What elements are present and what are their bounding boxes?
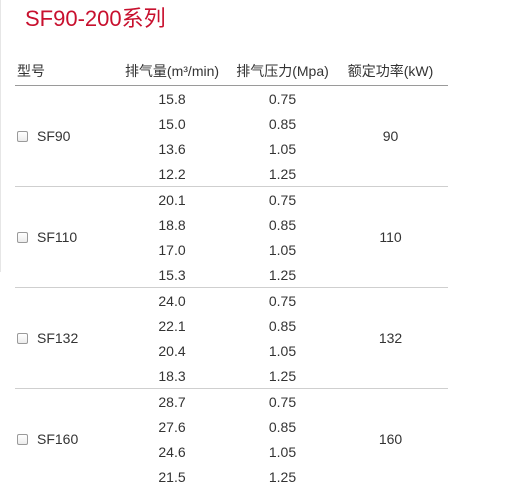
pressure-cell: 0.75 [232,186,333,212]
pressure-cell: 0.75 [232,85,333,111]
air-volume-cell: 28.7 [112,388,232,414]
spec-table: 型号 排气量(m³/min) 排气压力(Mpa) 额定功率(kW) SF90 15… [15,57,448,489]
air-volume-cell: 15.8 [112,85,232,111]
table-row: 27.6 0.85 [15,414,448,439]
model-checkbox[interactable] [17,131,28,142]
table-header-row: 型号 排气量(m³/min) 排气压力(Mpa) 额定功率(kW) [15,57,448,86]
spec-table-body: SF90 15.8 0.75 90 15.0 0.85 13.6 1.05 12.2 1.25 SF… [15,85,448,489]
model-label: SF160 [37,431,79,447]
pressure-cell: 0.75 [232,287,333,313]
table-row: 18.8 0.85 [15,212,448,237]
air-volume-cell: 20.1 [112,186,232,212]
table-row: SF110 20.1 0.75 110 [15,186,448,288]
air-volume-cell: 15.0 [158,115,186,132]
pressure-cell: 1.25 [268,165,297,182]
table-row: SF90 15.8 0.75 90 [15,85,448,187]
header-model: 型号 [15,57,112,86]
header-air-volume: 排气量(m³/min) [112,57,232,86]
pressure-cell: 0.85 [268,418,297,435]
table-row: 24.6 1.05 [15,439,448,464]
table-row: 17.0 1.05 [15,237,448,262]
pressure-cell: 0.85 [268,216,297,233]
table-row: 21.5 1.25 [15,464,448,489]
air-volume-cell: 20.4 [158,342,186,359]
table-row: SF160 28.7 0.75 160 [15,388,448,489]
model-label: SF110 [37,229,78,245]
table-row: 15.0 0.85 [15,111,448,136]
air-volume-cell: 12.2 [158,165,186,182]
left-divider [0,0,1,272]
air-volume-cell: 18.8 [158,216,186,233]
model-cell: SF132 [15,287,112,389]
pressure-cell: 0.85 [268,317,297,334]
air-volume-cell: 13.6 [158,140,186,157]
table-row: 15.3 1.25 [15,262,448,288]
air-volume-cell: 17.0 [158,241,186,258]
pressure-cell: 1.05 [268,241,297,258]
model-label: SF132 [37,330,79,346]
air-volume-cell: 18.3 [158,367,186,384]
header-power: 额定功率(kW) [333,57,448,86]
header-pressure: 排气压力(Mpa) [232,57,333,86]
table-row: 20.4 1.05 [15,338,448,363]
air-volume-cell: 21.5 [158,468,186,485]
page-title: SF90-200系列 [25,6,166,31]
power-cell: 110 [333,186,448,288]
power-cell: 90 [333,85,448,187]
table-row: SF132 24.0 0.75 132 [15,287,448,389]
power-cell: 132 [333,287,448,389]
table-row: 12.2 1.25 [15,161,448,187]
pressure-cell: 1.05 [268,342,297,359]
model-cell: SF110 [15,186,112,288]
pressure-cell: 1.25 [268,367,297,384]
model-checkbox[interactable] [17,232,28,243]
air-volume-cell: 24.6 [158,443,186,460]
pressure-cell: 0.85 [268,115,297,132]
pressure-cell: 1.05 [268,443,297,460]
pressure-cell: 1.05 [268,140,297,157]
table-row: 18.3 1.25 [15,363,448,389]
air-volume-cell: 15.3 [158,266,186,283]
air-volume-cell: 22.1 [158,317,186,334]
air-volume-cell: 27.6 [158,418,186,435]
model-cell: SF160 [15,388,112,489]
model-checkbox[interactable] [17,434,28,445]
power-cell: 160 [333,388,448,489]
pressure-cell: 1.25 [268,468,297,485]
model-cell: SF90 [15,85,112,187]
air-volume-cell: 24.0 [112,287,232,313]
table-row: 13.6 1.05 [15,136,448,161]
model-checkbox[interactable] [17,333,28,344]
pressure-cell: 1.25 [268,266,297,283]
pressure-cell: 0.75 [232,388,333,414]
table-row: 22.1 0.85 [15,313,448,338]
model-label: SF90 [37,128,71,144]
